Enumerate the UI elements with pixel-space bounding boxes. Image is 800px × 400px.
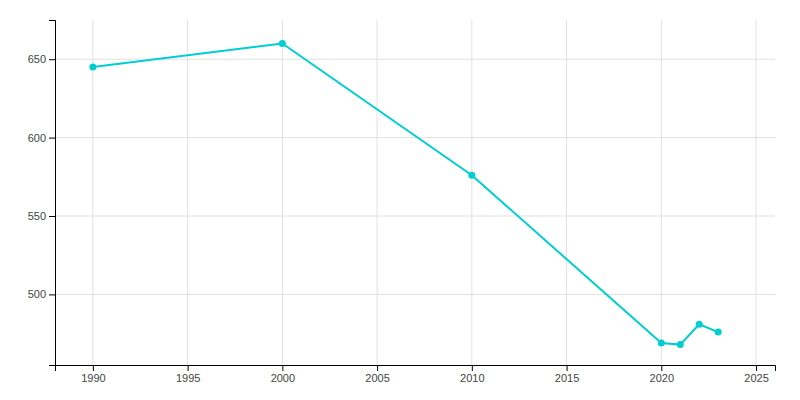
tick-label: 2005 [365, 372, 389, 384]
axis-line [49, 21, 56, 366]
tick: 550 [28, 210, 55, 222]
tick: 2020 [650, 365, 674, 384]
tick-mark [661, 365, 662, 371]
grid-line [566, 20, 567, 365]
axis-line [56, 366, 776, 372]
tick: 2015 [555, 365, 579, 384]
tick-mark [377, 365, 378, 371]
tick-mark [49, 59, 55, 60]
tick-label: 1990 [81, 372, 105, 384]
grid-line [92, 20, 93, 365]
grid-line [471, 20, 472, 365]
tick-label: 2000 [271, 372, 295, 384]
tick-label: 600 [28, 132, 46, 144]
tick-label: 2010 [460, 372, 484, 384]
grid-line [756, 20, 757, 365]
tick-label: 1995 [176, 372, 200, 384]
point [696, 321, 703, 328]
tick-mark [49, 294, 55, 295]
grid-line [661, 20, 662, 365]
line [93, 44, 718, 345]
x-axis: 1990 1995 2000 2005 2010 2015 2020 2025 [56, 365, 776, 384]
tick: 2000 [271, 365, 295, 384]
point [468, 172, 475, 179]
tick-mark [567, 365, 568, 371]
tick-label: 2025 [744, 372, 768, 384]
plot-area: 1990 1995 2000 2005 2010 2015 2020 2025 500 550 60… [28, 20, 776, 384]
tick-mark [49, 216, 55, 217]
grid-line [187, 20, 188, 365]
marks [89, 40, 721, 348]
tick-label: 2020 [650, 372, 674, 384]
tick-mark [282, 365, 283, 371]
tick-label: 550 [28, 210, 46, 222]
point [89, 64, 96, 71]
tick: 600 [28, 132, 55, 144]
grid-line [55, 294, 775, 295]
tick-label: 650 [28, 53, 46, 65]
tick-label: 2015 [555, 372, 579, 384]
tick: 2005 [365, 365, 389, 384]
tick-mark [472, 365, 473, 371]
tick: 1990 [81, 365, 105, 384]
tick: 650 [28, 53, 55, 65]
grid-line [282, 20, 283, 365]
tick: 2010 [460, 365, 484, 384]
grid-line [55, 137, 775, 138]
grid [55, 20, 775, 365]
grid-line [377, 20, 378, 365]
chart: 1990 1995 2000 2005 2010 2015 2020 2025 500 550 60… [0, 0, 800, 400]
point [715, 329, 722, 336]
tick-mark [756, 365, 757, 371]
y-axis: 500 550 600 650 [28, 21, 56, 366]
point [658, 340, 665, 347]
tick-mark [49, 138, 55, 139]
point [677, 341, 684, 348]
grid-line [55, 216, 775, 217]
tick: 1995 [176, 365, 200, 384]
tick-mark [188, 365, 189, 371]
tick-label: 500 [28, 288, 46, 300]
tick: 2025 [744, 365, 768, 384]
point [279, 40, 286, 47]
tick: 500 [28, 288, 55, 300]
tick-mark [93, 365, 94, 371]
